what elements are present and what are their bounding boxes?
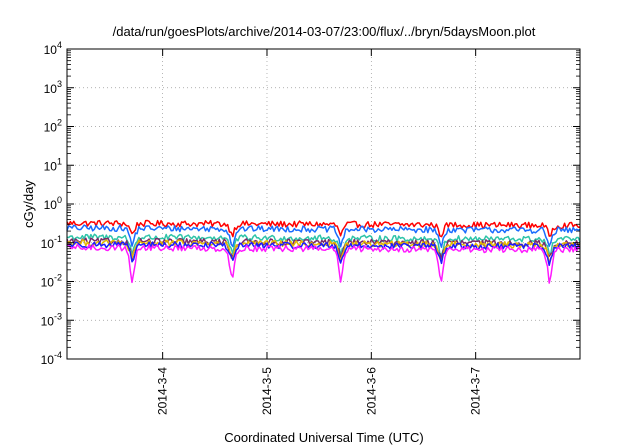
y-tick-label: 101 (44, 156, 62, 173)
x-tick-label: 2014-3-6 (364, 367, 378, 415)
series-line (66, 243, 581, 284)
y-tick-label: 100 (44, 195, 62, 212)
series-line (66, 219, 581, 238)
series-line (66, 241, 581, 267)
grid-layer (67, 49, 580, 359)
y-tick-label: 10-1 (41, 234, 62, 251)
y-tick-label: 103 (44, 79, 62, 96)
y-tick-label: 10-3 (41, 311, 62, 328)
series-line (66, 224, 581, 248)
x-axis-label: Coordinated Universal Time (UTC) (224, 430, 423, 445)
x-tick-label: 2014-3-4 (156, 367, 170, 415)
y-tick-label: 104 (44, 40, 62, 57)
series-layer (66, 219, 581, 284)
y-tick-label: 10-4 (41, 350, 62, 367)
y-axis-label: cGy/day (21, 180, 36, 228)
x-tick-label: 2014-3-5 (260, 367, 274, 415)
x-tick-label: 2014-3-7 (469, 367, 483, 415)
y-tick-label: 102 (44, 118, 62, 135)
axis-layer: 10-4 10-3 10-2 10-1 100 101 102 103 104 2014-3-4 2… (41, 40, 580, 415)
chart-title: /data/run/goesPlots/archive/2014-03-07/2… (113, 24, 536, 39)
y-tick-label: 10-2 (41, 273, 62, 290)
